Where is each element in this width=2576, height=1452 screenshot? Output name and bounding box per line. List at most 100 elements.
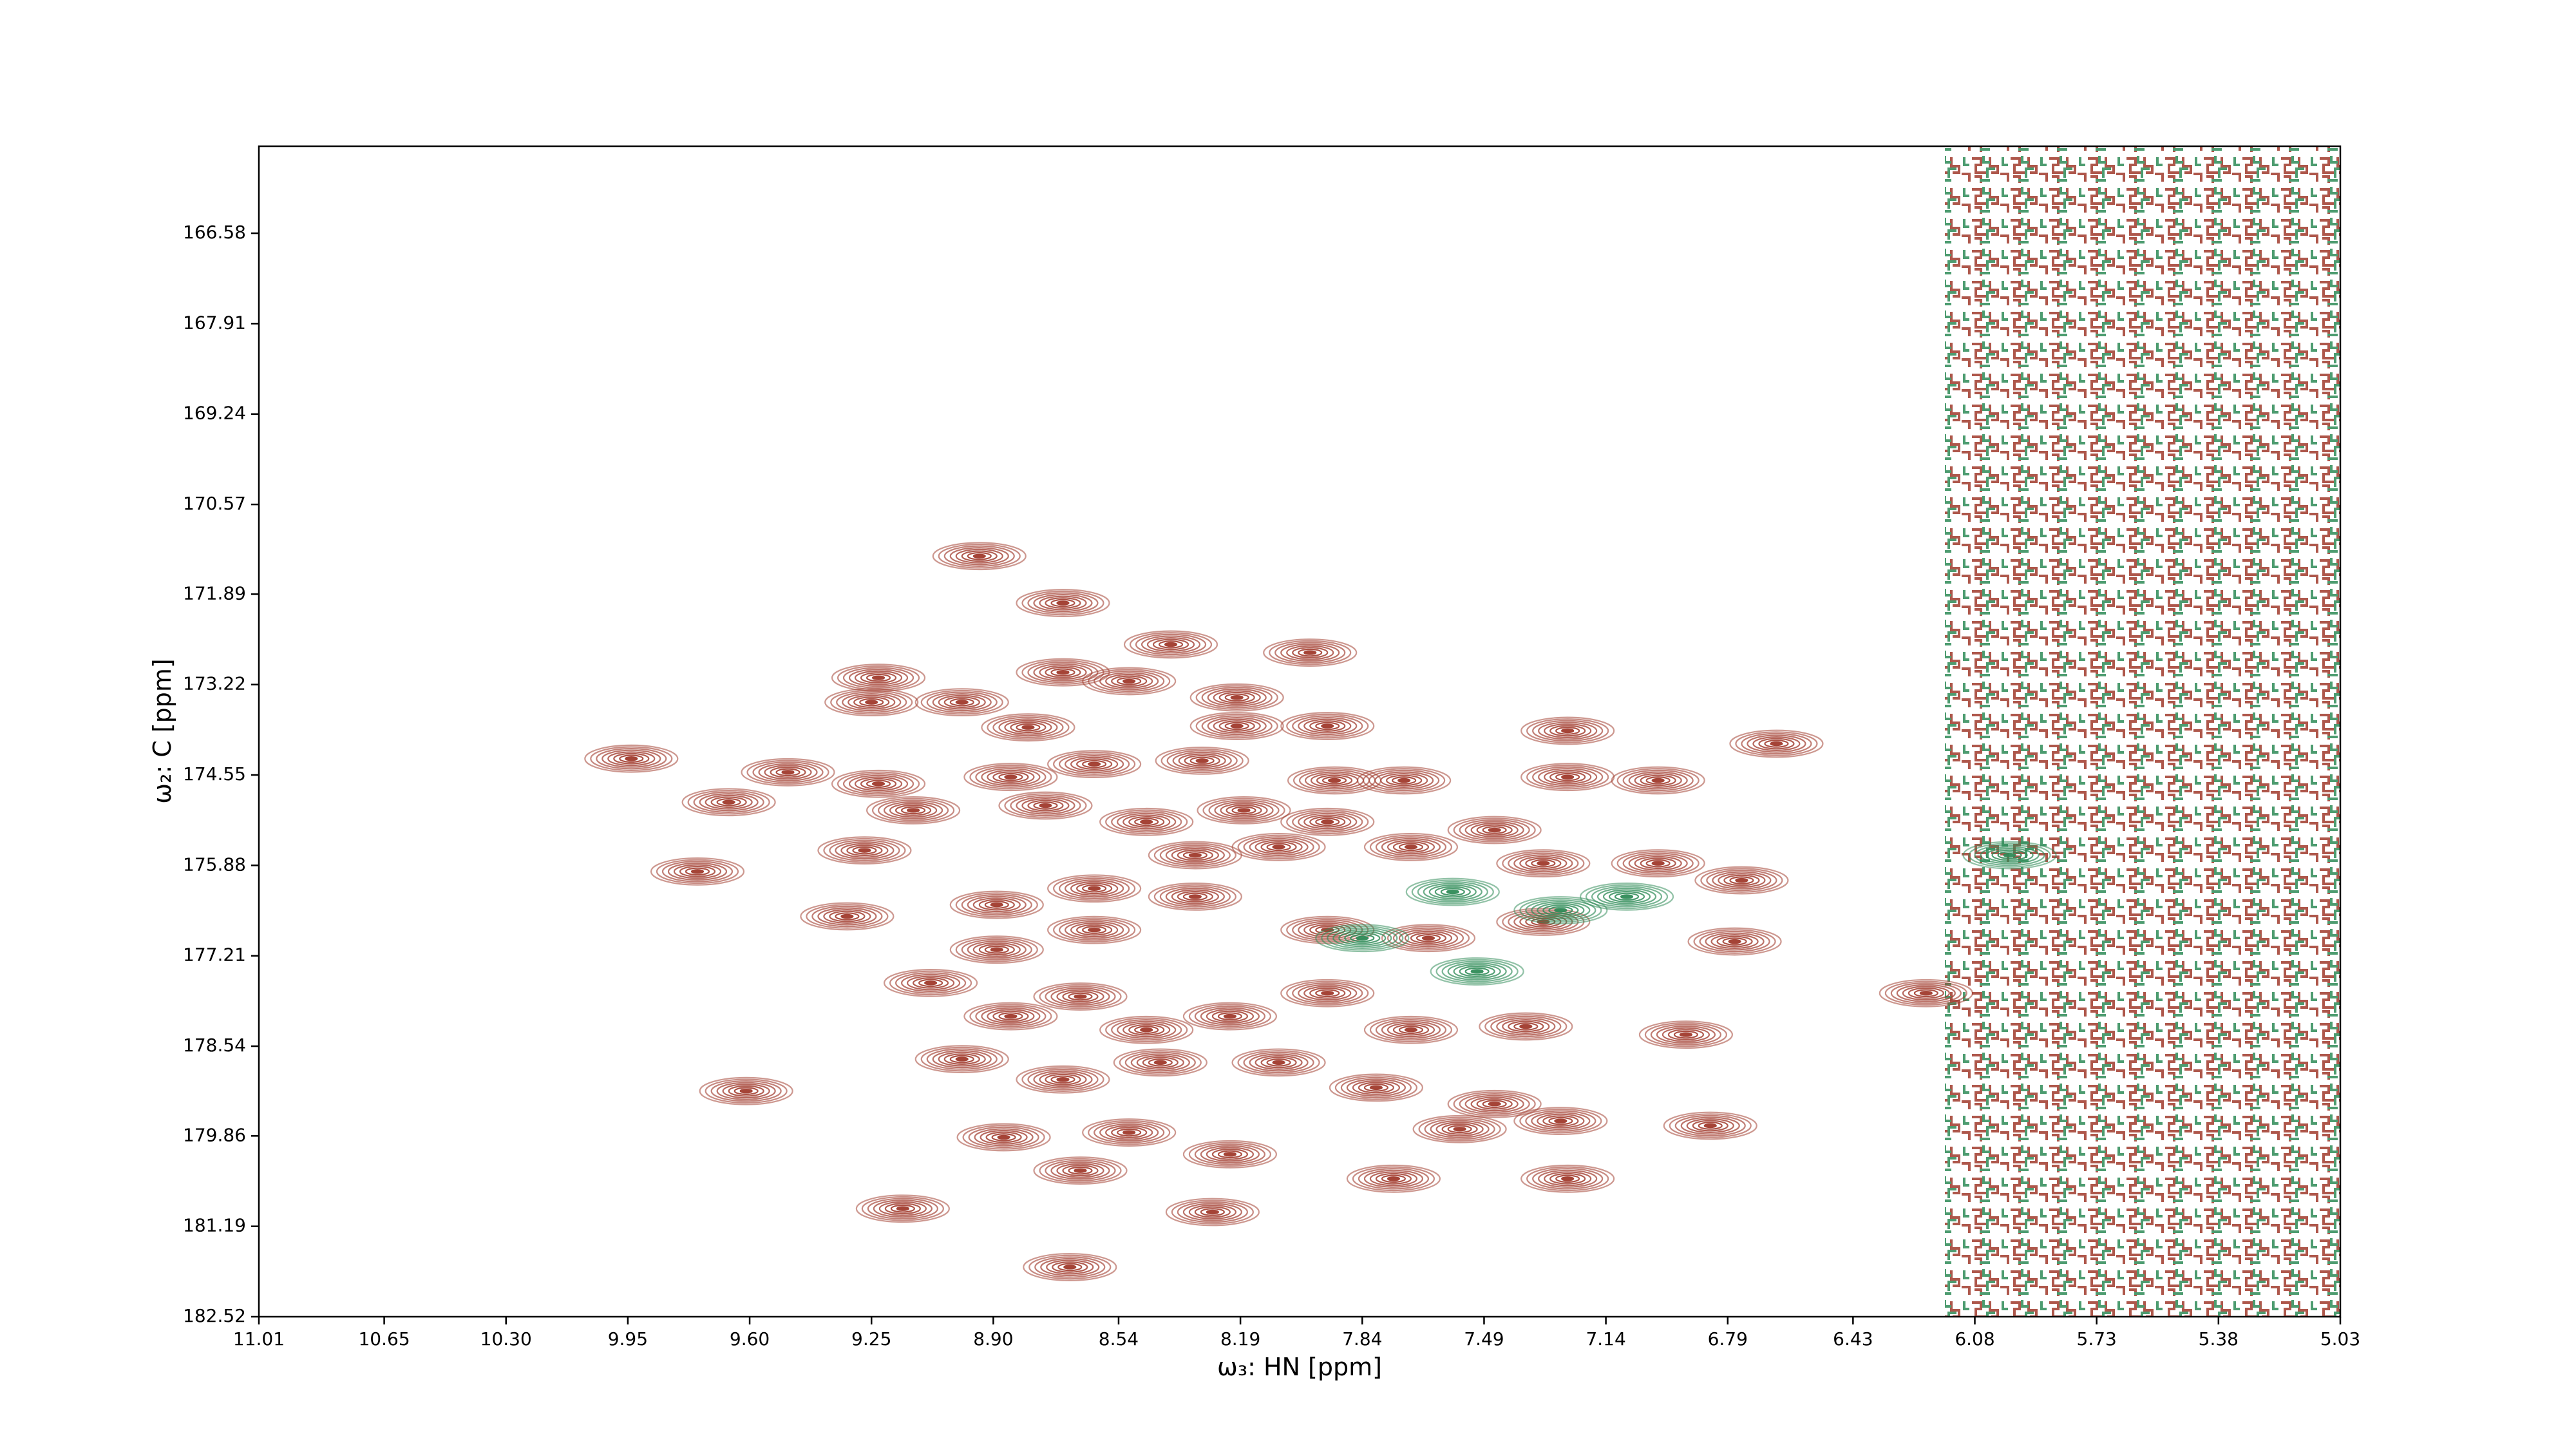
contour-ring (1159, 886, 1231, 908)
contour-ring (968, 1126, 1039, 1149)
contour-ring (1211, 1010, 1249, 1022)
contour-ring (681, 788, 776, 817)
contour-ring (987, 769, 1035, 785)
contour-ring (984, 945, 1009, 954)
contour-ring (1555, 1174, 1580, 1183)
x-tick-label: 5.03 (2320, 1328, 2360, 1350)
contour-ring (710, 1080, 782, 1102)
contour-ring (949, 1055, 974, 1064)
contour-ring (1321, 819, 1334, 825)
contour-ring (1122, 814, 1171, 830)
contour-ring (1243, 836, 1314, 858)
contour-ring (1519, 1108, 1602, 1134)
peak (1363, 1015, 1459, 1044)
contour-ring (1537, 1113, 1585, 1129)
contour-ring (1062, 1165, 1099, 1177)
contour-ring (1065, 755, 1124, 774)
contour-ring (1122, 1022, 1171, 1038)
contour-ring (1476, 1098, 1513, 1110)
y-tick-label: 170.57 (183, 493, 246, 514)
contour-ring (1698, 1122, 1723, 1130)
contour-ring (1050, 598, 1075, 607)
contour-ring (1177, 891, 1213, 903)
peak (1579, 883, 1674, 911)
contour-ring (1231, 806, 1256, 815)
contour-ring (1134, 1026, 1159, 1035)
contour-ring (1628, 854, 1688, 873)
contour-ring (963, 763, 1058, 792)
contour-ring (1074, 1168, 1087, 1173)
contour-ring (858, 848, 871, 853)
contour-ring (1034, 1256, 1106, 1278)
contour-ring (1674, 1114, 1746, 1137)
contour-ring (842, 667, 914, 689)
contour-ring (1255, 1055, 1303, 1070)
contour-ring (1985, 848, 2034, 863)
contour-ring (943, 545, 1015, 567)
contour-ring (770, 766, 806, 778)
contour-ring (1380, 772, 1428, 788)
contour-ring (1716, 935, 1753, 948)
contour-ring (1718, 873, 1766, 888)
contour-ring (1298, 984, 1358, 1002)
contour-ring (1392, 841, 1430, 853)
contour-ring (1136, 1055, 1184, 1070)
peak (1315, 924, 1410, 953)
contour-ring (1640, 857, 1676, 870)
contour-ring (1315, 721, 1340, 731)
contour-ring (1741, 732, 1812, 755)
contour-ring (1223, 1013, 1237, 1019)
contour-ring (1628, 771, 1688, 790)
contour-ring (1729, 876, 1754, 884)
contour-ring (992, 771, 1029, 783)
contour-ring (1722, 937, 1747, 946)
contour-ring (1165, 1198, 1260, 1227)
peak (1016, 1065, 1110, 1094)
contour-ring (1663, 1111, 1757, 1140)
x-axis-label: ω₃: HN [ppm] (1217, 1353, 1382, 1381)
contour-ring (1758, 738, 1795, 750)
peak (855, 1194, 950, 1223)
peak (831, 664, 926, 693)
contour-ring (1430, 957, 1524, 986)
contour-ring (1021, 1067, 1104, 1093)
contour-ring (1021, 798, 1070, 814)
contour-ring (865, 700, 878, 705)
peak (1729, 729, 1824, 758)
contour-ring (1056, 1077, 1070, 1082)
contour-ring (1913, 989, 1938, 998)
contour-ring (1554, 1118, 1567, 1123)
contour-ring (1346, 1078, 1406, 1097)
contour-ring (1255, 839, 1303, 855)
contour-ring (1159, 844, 1231, 866)
x-tick-label: 6.43 (1833, 1328, 1873, 1350)
contour-ring (1496, 908, 1591, 936)
contour-ring (835, 912, 860, 921)
contour-ring (1206, 1209, 1219, 1215)
contour-ring (990, 947, 1003, 952)
contour-ring (962, 1125, 1045, 1150)
contour-ring (972, 942, 1021, 957)
contour-ring (848, 694, 896, 710)
contour-ring (1214, 801, 1274, 819)
contour-ring (963, 1002, 1058, 1031)
contour-ring (1117, 812, 1177, 831)
contour-ring (1479, 1012, 1573, 1041)
contour-ring (831, 769, 926, 798)
contour-ring (1135, 633, 1207, 656)
peak (866, 796, 961, 825)
contour-ring (1662, 1027, 1710, 1042)
x-tick-label: 10.30 (480, 1328, 532, 1350)
contour-ring (1502, 850, 1585, 876)
contour-ring (1059, 877, 1130, 899)
contour-ring (932, 1049, 992, 1069)
contour-ring (1208, 799, 1280, 821)
y-tick-label: 181.19 (183, 1215, 246, 1236)
contour-ring (1423, 883, 1482, 901)
contour-ring (1146, 636, 1195, 652)
contour-ring (1520, 716, 1615, 745)
contour-ring (1369, 1017, 1453, 1043)
peak (1099, 807, 1194, 836)
contour-ring (1182, 1002, 1278, 1031)
contour-ring (1140, 819, 1153, 825)
